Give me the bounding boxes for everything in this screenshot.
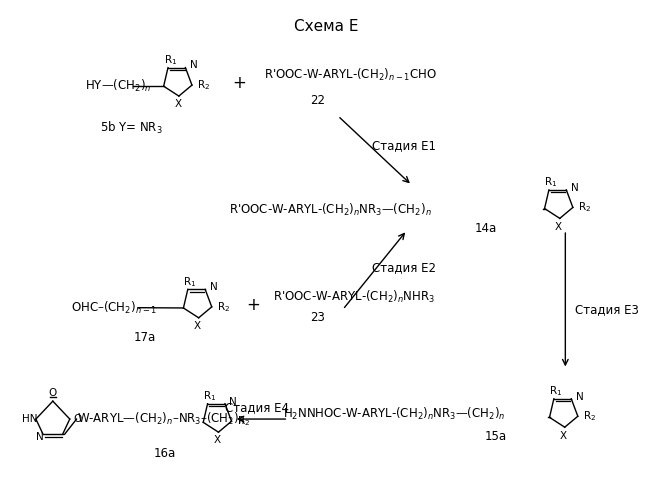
Text: 15a: 15a — [485, 431, 507, 444]
Text: R'OOC-W-ARYL-(CH$_2$)$_n$NHR$_3$: R'OOC-W-ARYL-(CH$_2$)$_n$NHR$_3$ — [273, 289, 436, 305]
Text: OHC–(CH$_2$)$_{n-1}$: OHC–(CH$_2$)$_{n-1}$ — [71, 299, 156, 316]
Text: O: O — [49, 388, 57, 398]
Text: Схема E: Схема E — [294, 19, 358, 34]
Text: HY—(CH$_2$)$_n$: HY—(CH$_2$)$_n$ — [85, 78, 152, 94]
Text: 17a: 17a — [134, 331, 156, 344]
Text: Стадия E1: Стадия E1 — [373, 139, 436, 152]
Text: HN: HN — [22, 414, 37, 424]
Text: R$_1$: R$_1$ — [203, 389, 216, 403]
Text: R'OOC-W-ARYL-(CH$_2$)$_{n-1}$CHO: R'OOC-W-ARYL-(CH$_2$)$_{n-1}$CHO — [263, 67, 436, 83]
Text: R$_1$: R$_1$ — [545, 175, 558, 189]
Text: X: X — [174, 99, 181, 109]
Text: H$_2$NNHOC-W-ARYL-(CH$_2$)$_n$NR$_3$—(CH$_2$)$_n$: H$_2$NNHOC-W-ARYL-(CH$_2$)$_n$NR$_3$—(CH… — [283, 406, 506, 422]
Text: X: X — [194, 321, 201, 331]
Text: R$_1$: R$_1$ — [183, 275, 196, 288]
Text: N: N — [190, 60, 198, 70]
Text: N: N — [35, 432, 43, 442]
Text: 23: 23 — [311, 311, 325, 324]
Text: Стадия E4: Стадия E4 — [225, 401, 288, 414]
Text: Стадия E3: Стадия E3 — [576, 303, 639, 316]
Text: R$_2$: R$_2$ — [197, 78, 210, 92]
Text: W-ARYL—(CH$_2$)$_n$–NR$_3$–(CH$_2$)$_n$: W-ARYL—(CH$_2$)$_n$–NR$_3$–(CH$_2$)$_n$ — [77, 411, 244, 427]
Text: R$_2$: R$_2$ — [583, 409, 597, 423]
Text: +: + — [232, 74, 246, 92]
Text: X: X — [560, 431, 567, 441]
Text: R'OOC-W-ARYL-(CH$_2$)$_n$NR$_3$—(CH$_2$)$_n$: R'OOC-W-ARYL-(CH$_2$)$_n$NR$_3$—(CH$_2$)… — [229, 202, 432, 218]
Text: R$_2$: R$_2$ — [237, 414, 250, 428]
Text: N: N — [571, 183, 578, 193]
Text: R$_2$: R$_2$ — [578, 201, 591, 215]
Text: 22: 22 — [311, 94, 325, 107]
Text: 14a: 14a — [475, 222, 497, 235]
Text: O: O — [74, 414, 81, 424]
Text: N: N — [210, 282, 217, 292]
Text: 5b Y= NR$_3$: 5b Y= NR$_3$ — [101, 120, 163, 136]
Text: R$_1$: R$_1$ — [549, 384, 562, 398]
Text: X: X — [555, 222, 562, 232]
Text: N: N — [576, 392, 583, 402]
Text: Стадия E2: Стадия E2 — [373, 261, 436, 274]
Text: 16a: 16a — [154, 448, 176, 461]
Text: R$_1$: R$_1$ — [164, 53, 177, 67]
Text: N: N — [229, 397, 237, 407]
Text: +: + — [247, 296, 261, 314]
Text: X: X — [214, 436, 221, 446]
Text: R$_2$: R$_2$ — [217, 300, 231, 314]
